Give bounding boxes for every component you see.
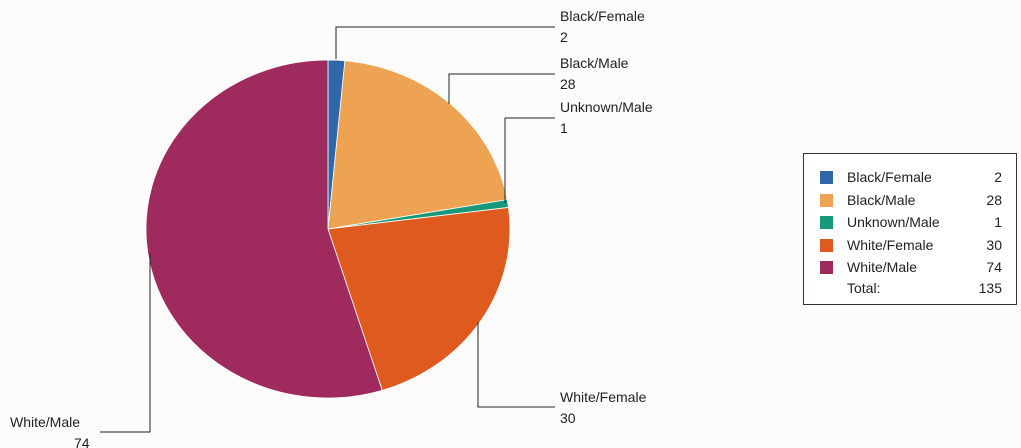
legend-total-value: 135 [978, 280, 1002, 296]
leader-line-white-female [477, 322, 555, 408]
legend-label: Unknown/Male [847, 214, 940, 230]
legend-label: Black/Male [847, 191, 916, 208]
legend-swatch [820, 216, 833, 229]
pie-slice-white-female [327, 206, 511, 391]
legend-value: 74 [986, 259, 1002, 275]
leader-line-black-female [335, 26, 555, 59]
legend-value: 28 [986, 191, 1002, 208]
legend-item-white-male: White/Male 74 [804, 258, 1016, 278]
slice-label-white-female: White/Female [560, 389, 647, 405]
legend: Black/Female 2 Black/Male 28 Unknown/Male 1 Wh… [803, 153, 1017, 305]
legend-total-label: Total: [847, 280, 881, 296]
leader-line-white-male [100, 253, 151, 433]
legend-swatch [820, 193, 833, 207]
legend-item-white-female: White/Female 30 [804, 236, 1016, 256]
leader-line-black-male [448, 73, 555, 104]
pie-slice-white-male [145, 59, 383, 399]
slice-label-black-female: Black/Female [560, 8, 645, 24]
legend-swatch [820, 171, 833, 184]
legend-value: 1 [994, 214, 1002, 230]
legend-swatch [820, 238, 833, 252]
legend-total-row: Total: 135 [804, 279, 1016, 299]
pie-slice-black-male [327, 60, 508, 230]
legend-item-black-female: Black/Female 2 [804, 168, 1016, 188]
slice-value-black-female: 2 [560, 29, 568, 45]
legend-item-black-male: Black/Male 28 [804, 191, 1016, 211]
legend-swatch [820, 261, 833, 274]
slice-label-white-male: White/Male [10, 414, 80, 430]
legend-label: White/Female [847, 236, 934, 253]
slice-value-unknown-male: 1 [560, 120, 568, 136]
slice-label-unknown-male: Unknown/Male [560, 99, 653, 115]
slice-value-black-male: 28 [560, 76, 576, 92]
slice-value-white-male: 74 [74, 435, 90, 448]
slice-value-white-female: 30 [560, 410, 576, 426]
legend-value: 30 [986, 236, 1002, 253]
legend-label: White/Male [847, 259, 918, 275]
slice-label-black-male: Black/Male [560, 55, 629, 71]
legend-label: Black/Female [847, 169, 932, 185]
legend-item-unknown-male: Unknown/Male 1 [804, 213, 1016, 233]
legend-value: 2 [994, 169, 1002, 185]
leader-line-unknown-male [504, 117, 555, 203]
